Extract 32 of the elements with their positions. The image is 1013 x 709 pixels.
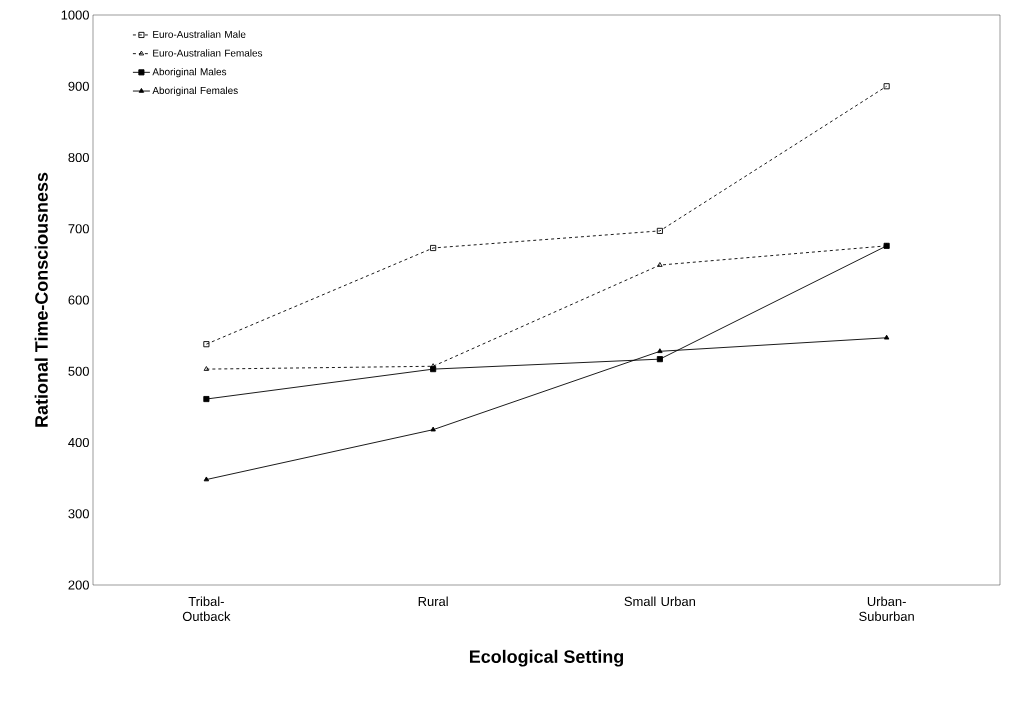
y-tick-label: 600 — [68, 295, 89, 305]
point — [430, 366, 437, 373]
legend-label: Euro-Australian Male — [153, 30, 246, 38]
x-axis-title: Ecological Setting — [469, 649, 624, 667]
point — [430, 426, 436, 432]
point — [203, 396, 210, 403]
legend-label: Aboriginal Females — [152, 86, 238, 96]
point — [657, 262, 663, 267]
x-tick-label: Tribal-Outback — [182, 596, 231, 621]
y-tick-label: 700 — [68, 224, 89, 234]
legend-label: Aboriginal Males — [152, 67, 227, 78]
legend-label: Euro-Australian Females — [153, 49, 263, 57]
y-axis-title: Rational Time-Consciousness — [34, 172, 48, 427]
x-tick-label: Small Urban — [624, 596, 696, 607]
point — [657, 348, 663, 354]
point — [203, 476, 210, 482]
point — [656, 227, 663, 234]
y-tick-label: 500 — [68, 366, 89, 376]
y-tick-label: 300 — [68, 509, 89, 519]
x-tick-label: Rural — [418, 596, 448, 607]
point — [430, 244, 437, 252]
y-tick-label: 800 — [68, 152, 89, 163]
y-tick-label: 400 — [68, 437, 89, 448]
point — [883, 83, 890, 90]
point — [883, 334, 890, 340]
point — [203, 341, 210, 348]
y-tick-label: 200 — [68, 580, 89, 590]
y-tick-label: 1000 — [61, 10, 89, 20]
point — [656, 356, 663, 363]
y-tick-label: 900 — [68, 81, 89, 91]
point — [203, 366, 210, 371]
x-tick-label: Urban-Suburban — [859, 596, 914, 621]
